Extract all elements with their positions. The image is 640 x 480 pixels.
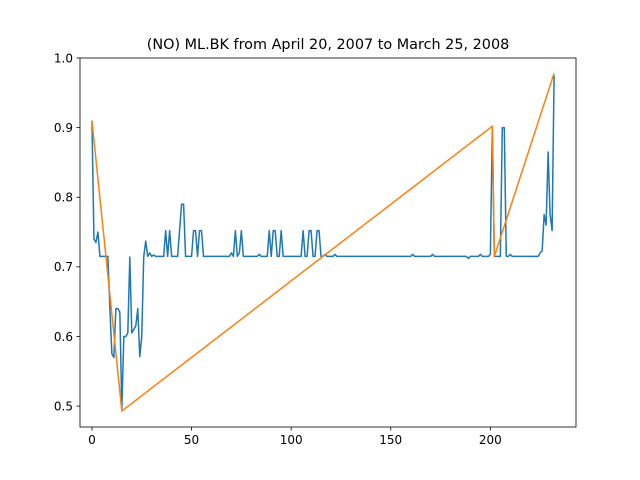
y-tick-label: 1.0 (54, 51, 73, 65)
x-tick-label: 50 (184, 433, 199, 447)
y-tick-label: 0.6 (54, 330, 73, 344)
x-tick-label: 150 (379, 433, 402, 447)
y-tick-label: 0.8 (54, 191, 73, 205)
axes-frame (79, 57, 577, 428)
y-tick-label: 0.5 (54, 399, 73, 413)
x-tick-label: 200 (479, 433, 502, 447)
series-line-1 (91, 75, 555, 411)
y-tick-label: 0.7 (54, 260, 73, 274)
chart-title: (NO) ML.BK from April 20, 2007 to March … (147, 37, 510, 53)
x-tick-label: 0 (88, 433, 96, 447)
series-line-2 (91, 73, 555, 412)
x-tick-label: 100 (280, 433, 303, 447)
plot-area (91, 73, 555, 412)
axis-ticks: 0 50 100 150 200 0.5 0.6 0.7 0.8 0.9 1.0 (54, 51, 502, 447)
y-tick-label: 0.9 (54, 121, 73, 135)
